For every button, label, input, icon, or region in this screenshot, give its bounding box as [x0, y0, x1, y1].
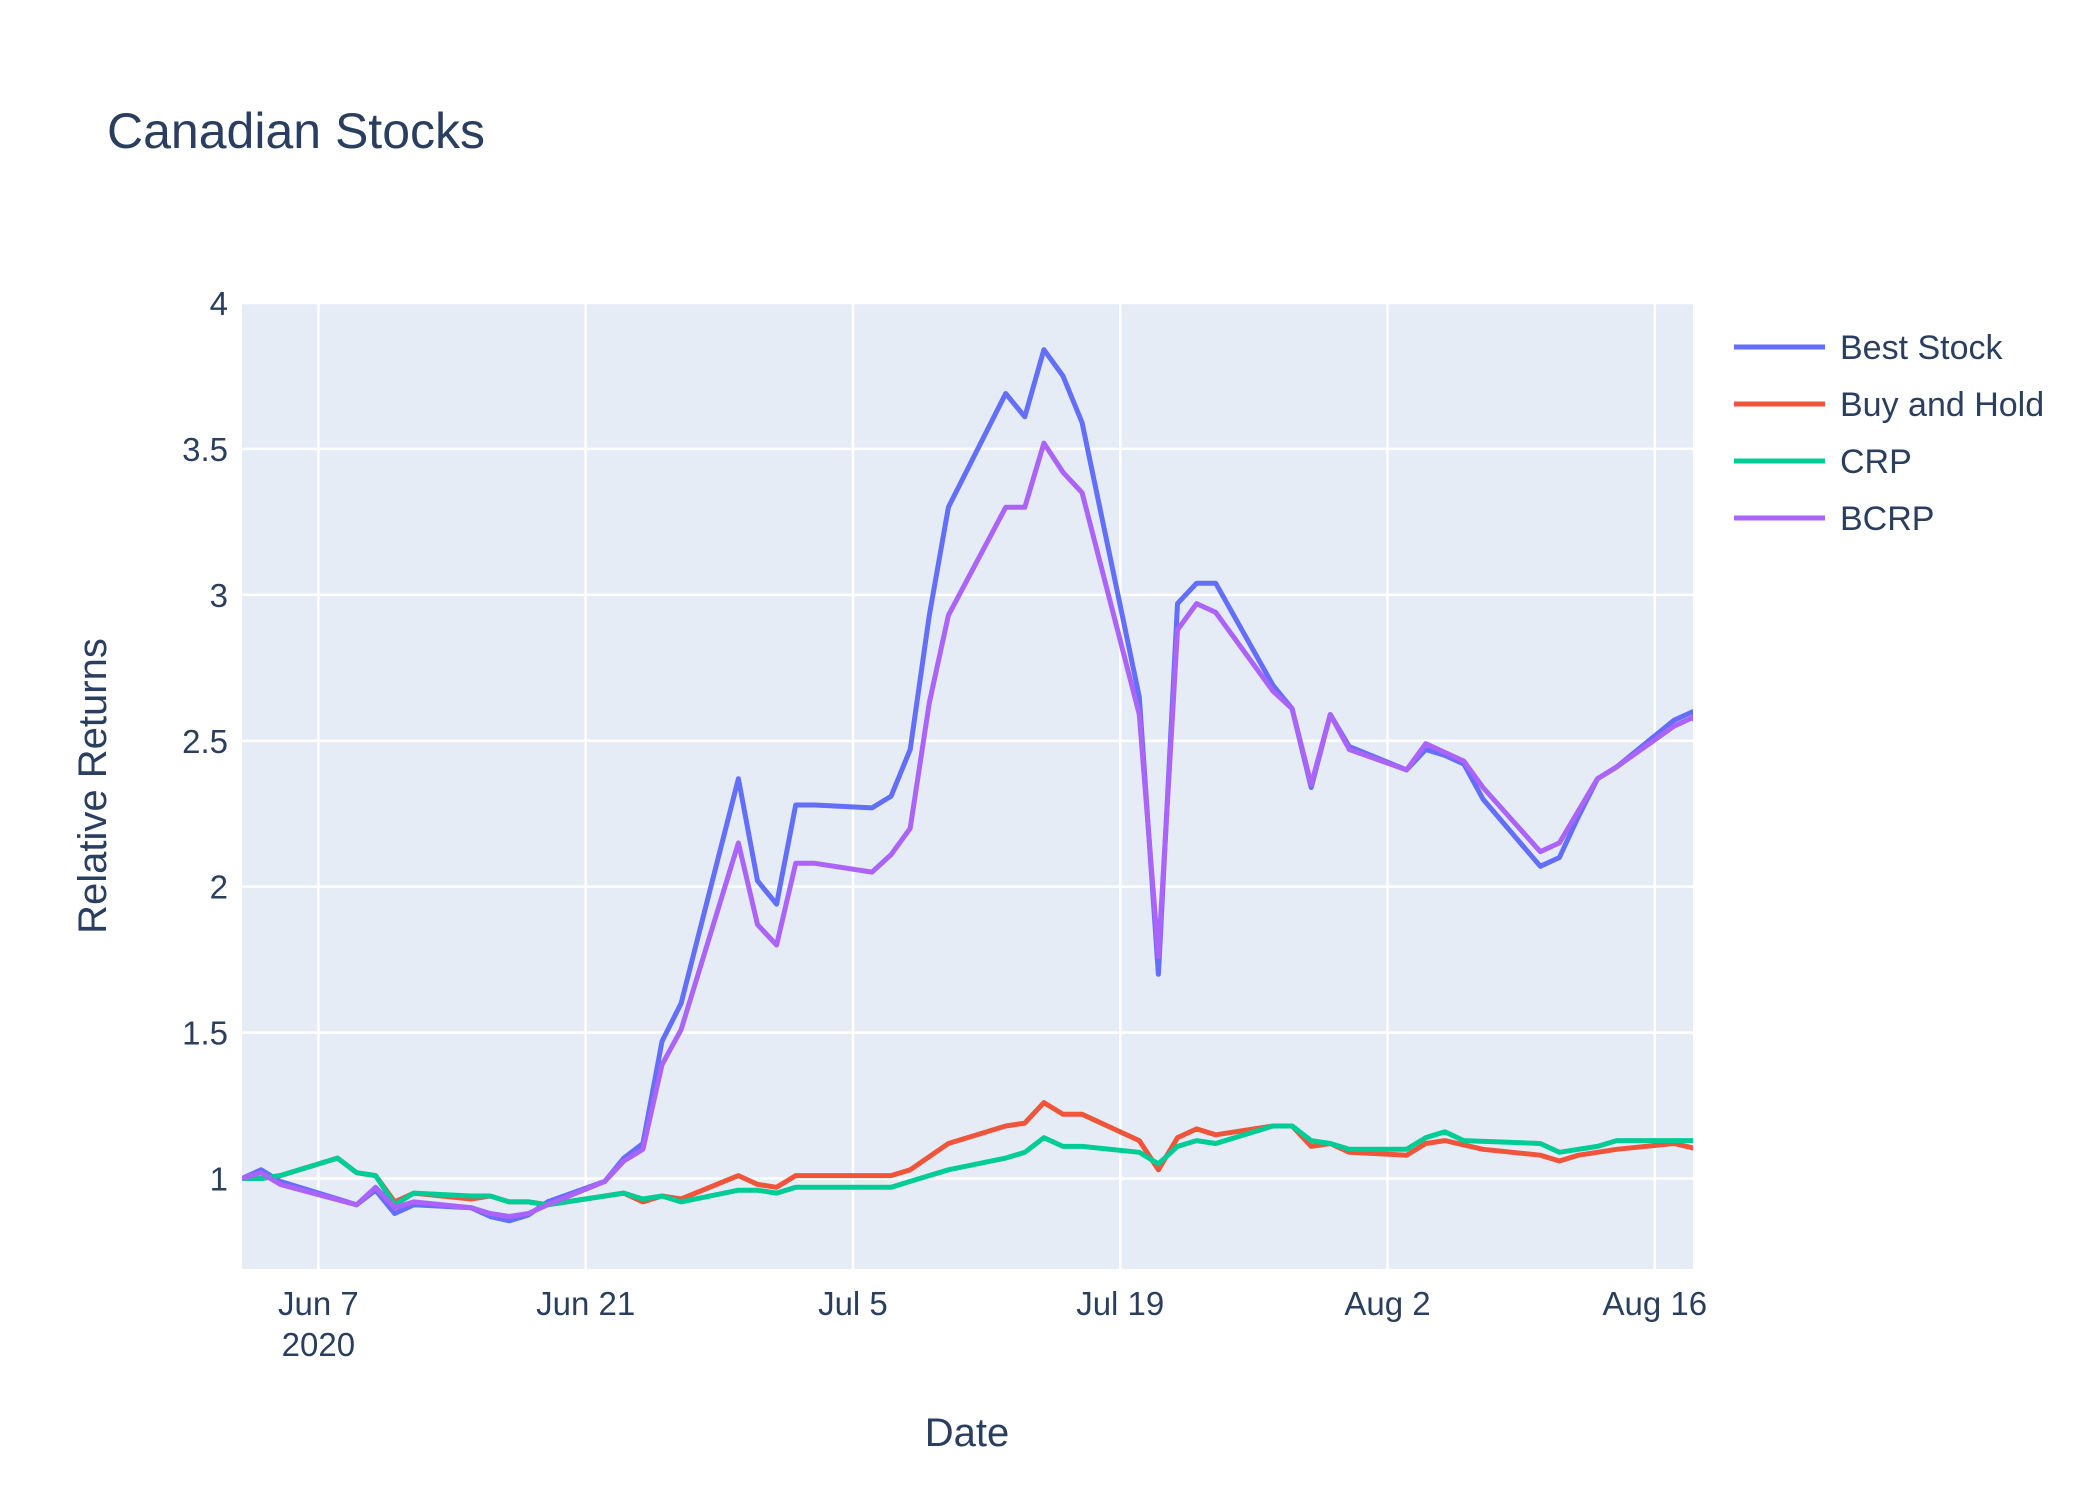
chart-title: Canadian Stocks: [107, 103, 485, 159]
legend-label-buy-and-hold: Buy and Hold: [1840, 386, 2044, 424]
x-tick-label: Jul 19: [1076, 1285, 1164, 1322]
legend-label-crp: CRP: [1840, 443, 1912, 481]
x-tick-label: Jun 7: [278, 1285, 359, 1322]
y-tick-label: 2.5: [182, 723, 228, 760]
y-axis-label: Relative Returns: [71, 638, 115, 934]
x-tick-sublabel: 2020: [282, 1326, 355, 1363]
x-tick-label: Jul 5: [818, 1285, 888, 1322]
legend-label-best-stock: Best Stock: [1840, 329, 2004, 367]
x-axis-ticks: Jun 7 2020 Jun 21 Jul 5 Jul 19 Aug 2 Aug 16: [278, 1285, 1707, 1363]
x-tick-label: Jun 21: [536, 1285, 635, 1322]
x-axis-label: Date: [925, 1411, 1010, 1455]
y-tick-label: 2: [210, 869, 228, 906]
y-tick-label: 4: [210, 285, 228, 322]
y-axis-ticks: 1 1.5 2 2.5 3 3.5 4: [182, 285, 228, 1198]
series-line-bcrp: [242, 440, 1693, 1219]
legend: Best Stock Buy and Hold CRP BCRP: [1734, 329, 2044, 538]
y-tick-label: 3: [210, 577, 228, 614]
gridlines: [242, 301, 1693, 1269]
series-line-crp: [242, 1123, 1693, 1208]
legend-label-bcrp: BCRP: [1840, 500, 1934, 538]
y-tick-label: 3.5: [182, 431, 228, 468]
x-tick-label: Aug 16: [1603, 1285, 1708, 1322]
y-tick-label: 1: [210, 1161, 228, 1198]
x-tick-label: Aug 2: [1344, 1285, 1430, 1322]
y-tick-label: 1.5: [182, 1015, 228, 1052]
series-lines: [242, 347, 1693, 1224]
